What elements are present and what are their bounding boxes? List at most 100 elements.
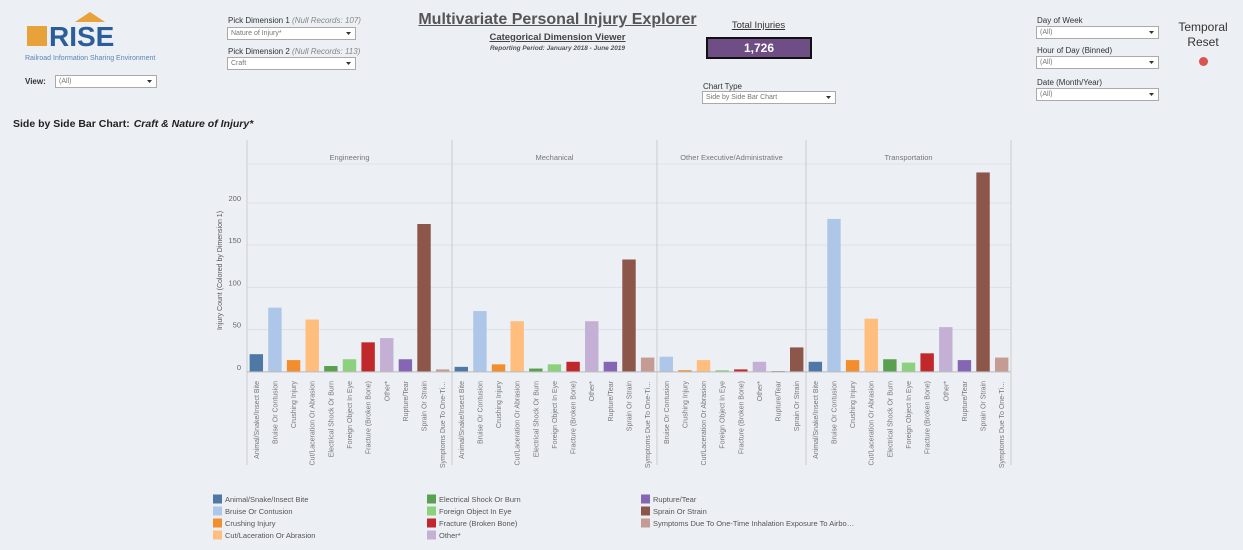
bar [342, 359, 357, 372]
x-tick-label: Animal/Snake/Insect Bite [813, 381, 820, 459]
bar [864, 318, 878, 372]
legend-label: Rupture/Tear [653, 495, 697, 504]
x-tick-label: Cut/Laceration Or Abrasion [310, 381, 317, 466]
legend-swatch [427, 494, 436, 504]
x-tick-label: Fracture (Broken Bone) [738, 381, 745, 454]
x-tick-label: Electrical Shock Or Burn [328, 381, 335, 457]
bar [789, 347, 804, 372]
bar [529, 368, 543, 372]
bar [901, 362, 916, 372]
x-tick-label: Crushing Injury [682, 381, 689, 429]
x-tick-label: Other* [384, 381, 391, 402]
bar [678, 370, 692, 372]
x-tick-label: Foreign Object In Eye [906, 381, 913, 449]
panel-header: Engineering [329, 153, 369, 162]
x-tick-label: Symptoms Due To One-Ti… [440, 381, 447, 468]
bar [808, 361, 823, 372]
bar [566, 361, 580, 372]
note: (Null Records: 113) [292, 47, 361, 56]
x-tick-label: Rupture/Tear [608, 380, 615, 421]
temporal-reset[interactable]: Temporal Reset [1178, 20, 1228, 49]
dropdown-value: Craft [231, 60, 247, 67]
logo: RISE Railroad Information Sharing Enviro… [25, 12, 160, 64]
bar [883, 359, 897, 372]
legend-swatch [213, 518, 222, 528]
title: Multivariate Personal Injury Explorer [418, 11, 697, 28]
legend-label: Electrical Shock Or Burn [439, 495, 521, 504]
bar [454, 366, 469, 372]
x-tick-label: Cut/Laceration Or Abrasion [515, 381, 522, 466]
legend-label: Fracture (Broken Bone) [439, 519, 518, 528]
day-dropdown[interactable]: (All) [1036, 26, 1159, 39]
bar [361, 342, 375, 372]
bar [547, 364, 562, 372]
bar [734, 369, 748, 372]
label: Pick Dimension 1 [228, 16, 290, 25]
logo-icon: RISE [27, 12, 114, 52]
logo-text: RISE [49, 21, 114, 50]
label: Pick Dimension 2 [228, 47, 290, 56]
chart-title: Side by Side Bar Chart: Craft & Nature of… [13, 118, 254, 130]
bar [696, 360, 711, 372]
day-label: Day of Week [1037, 16, 1083, 25]
legend-swatch [427, 506, 436, 516]
legend-swatch [641, 494, 650, 504]
reset-button[interactable] [1199, 57, 1208, 66]
legend-label: Foreign Object In Eye [439, 507, 512, 516]
x-tick-label: Other* [757, 381, 764, 402]
bar [417, 224, 431, 372]
bar [473, 311, 487, 372]
legend-swatch [427, 530, 436, 540]
legend-label: Symptoms Due To One-Time Inhalation Expo… [653, 519, 854, 528]
hour-dropdown[interactable]: (All) [1036, 56, 1159, 69]
x-tick-label: Rupture/Tear [776, 380, 783, 421]
x-tick-label: Crushing Injury [496, 381, 503, 429]
dropdown-value: (All) [1040, 91, 1053, 98]
x-tick-label: Foreign Object In Eye [347, 381, 354, 449]
x-tick-label: Animal/Snake/Insect Bite [254, 381, 261, 459]
panel-header: Mechanical [535, 153, 573, 162]
y-tick-label: 200 [228, 194, 241, 203]
legend-label: Animal/Snake/Insect Bite [225, 495, 308, 504]
bar [585, 321, 599, 372]
dropdown-value: (All) [1040, 59, 1053, 66]
view-dropdown[interactable]: (All) [55, 75, 157, 88]
legend-label: Sprain Or Strain [653, 507, 707, 516]
total-value: 1,726 [706, 37, 812, 59]
y-tick-label: 0 [237, 363, 241, 372]
bar [939, 327, 953, 372]
legend-swatch [213, 530, 222, 540]
chart-title-text: Side by Side Bar Chart: [13, 118, 130, 130]
x-tick-label: Sprain Or Strain [794, 381, 801, 431]
x-tick-label: Bruise Or Contusion [664, 381, 671, 444]
dropdown-value: (All) [1040, 29, 1053, 36]
x-tick-label: Bruise Or Contusion [831, 381, 838, 444]
y-tick-label: 100 [228, 278, 241, 287]
subtitle: Categorical Dimension Viewer [489, 32, 626, 43]
dropdown-value: Side by Side Bar Chart [706, 94, 778, 101]
x-tick-label: Fracture (Broken Bone) [925, 381, 932, 454]
bar [398, 359, 413, 372]
bar [957, 360, 972, 372]
chart-type-dropdown[interactable]: Side by Side Bar Chart [702, 91, 836, 104]
logo-subtitle: Railroad Information Sharing Environment [25, 55, 156, 62]
x-tick-label: Bruise Or Contusion [477, 381, 484, 444]
date-dropdown[interactable]: (All) [1036, 88, 1159, 101]
dimension1-dropdown[interactable]: Nature of Injury* [227, 27, 356, 40]
x-tick-label: Foreign Object In Eye [720, 381, 727, 449]
bar [324, 366, 338, 372]
legend-swatch [641, 506, 650, 516]
dimension2-dropdown[interactable]: Craft [227, 57, 356, 70]
x-tick-label: Bruise Or Contusion [272, 381, 279, 444]
bar [435, 369, 450, 372]
total-label: Total Injuries [731, 20, 786, 31]
x-tick-label: Sprain Or Strain [981, 381, 988, 431]
reporting-period: Reporting Period: January 2018 - June 20… [489, 45, 626, 52]
bar [510, 321, 524, 372]
legend-label: Cut/Laceration Or Abrasion [225, 531, 315, 540]
x-tick-label: Sprain Or Strain [422, 381, 429, 431]
x-tick-label: Electrical Shock Or Burn [533, 381, 540, 457]
x-tick-label: Cut/Laceration Or Abrasion [869, 381, 876, 466]
dimension2-label: Pick Dimension 2 (Null Records: 113) [228, 47, 360, 56]
